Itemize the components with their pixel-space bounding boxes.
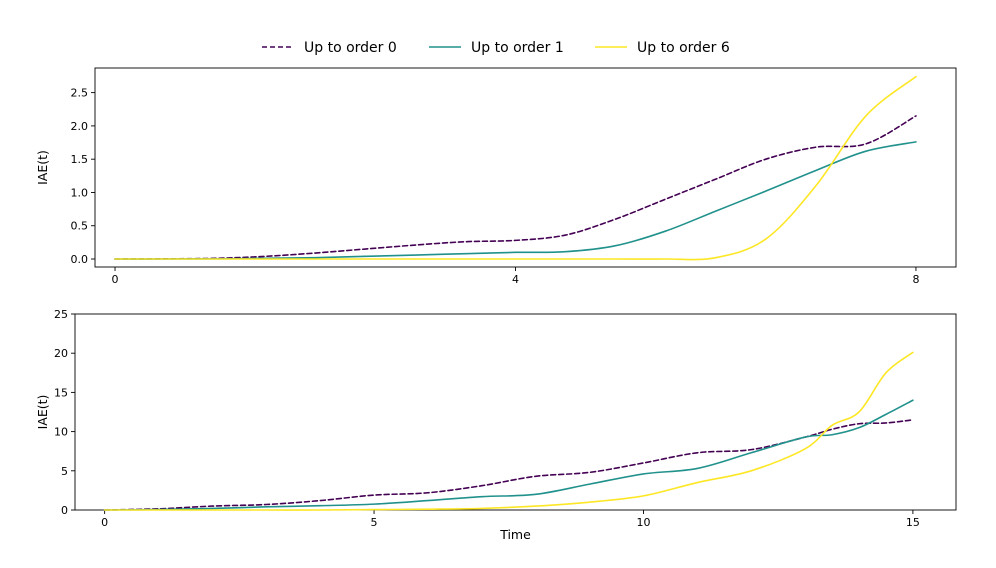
- legend-label-2: Up to order 1: [471, 40, 564, 56]
- y-tick-label: 20: [54, 347, 68, 360]
- x-tick-label: 10: [636, 516, 650, 529]
- legend-item-3: Up to order 6: [595, 40, 730, 56]
- plot-frame: [94, 67, 957, 268]
- x-tick-label: 0: [101, 516, 108, 529]
- y-tick-label: 15: [54, 386, 68, 399]
- x-tick-label: 15: [906, 516, 920, 529]
- y-tick-label: 0.5: [71, 220, 89, 233]
- y-tick-label: 25: [54, 308, 68, 321]
- x-tick-label: 5: [371, 516, 378, 529]
- y-tick-label: 10: [54, 426, 68, 439]
- y-tick-label: 0: [61, 504, 68, 517]
- y-tick-label: 1.5: [71, 153, 89, 166]
- y-tick-label: 1.0: [71, 186, 89, 199]
- legend-label-3: Up to order 6: [637, 40, 730, 56]
- legend: Up to order 0 Up to order 1 Up to order 6: [262, 40, 730, 56]
- series-line-up-to-order-6: [103, 351, 914, 511]
- series-line-up-to-order-0: [114, 115, 917, 260]
- series-line-up-to-order-1: [103, 399, 914, 511]
- legend-item-2: Up to order 1: [429, 40, 564, 56]
- y-axis-label: IAE(t): [35, 395, 50, 430]
- x-tick-label: 8: [912, 273, 919, 286]
- x-axis-label: Time: [499, 527, 531, 542]
- y-axis-label: IAE(t): [35, 150, 50, 185]
- legend-label-1: Up to order 0: [304, 40, 397, 56]
- y-tick-label: 0.0: [71, 253, 89, 266]
- bottom-panel: 0 5 10 15 0 5 10 15 20 25 IAE(t) Time: [35, 308, 957, 542]
- x-tick-label: 0: [112, 273, 119, 286]
- y-tick-label: 2.5: [71, 87, 89, 100]
- y-tick-label: 5: [61, 465, 68, 478]
- series-line-up-to-order-1: [114, 141, 917, 260]
- series-line-up-to-order-6: [114, 75, 917, 261]
- legend-item-1: Up to order 0: [262, 40, 397, 56]
- x-tick-label: 4: [512, 273, 519, 286]
- plot-frame: [74, 313, 957, 511]
- series-line-up-to-order-0: [103, 419, 914, 511]
- top-panel: 0 4 8 0.0 0.5 1.0 1.5 2.0 2.5 IAE(t): [35, 67, 957, 286]
- y-tick-label: 2.0: [71, 120, 89, 133]
